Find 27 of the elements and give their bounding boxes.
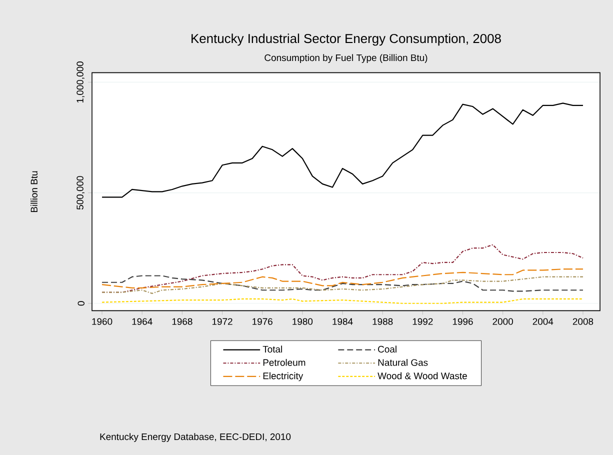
x-tick-label: 2004 <box>532 318 554 325</box>
x-tick-label: 1984 <box>332 318 353 325</box>
x-tick-label: 1976 <box>252 318 272 325</box>
x-tick-label: 2000 <box>492 318 513 325</box>
legend-label: Wood & Wood Waste <box>378 372 467 380</box>
legend-label: Total <box>262 346 282 353</box>
text: Kentucky Energy Database, EEC-DEDI, 2010 <box>100 433 291 442</box>
legend-label: Petroleum <box>263 358 306 366</box>
x-tick-label: 1980 <box>292 318 313 325</box>
y-tick-label: 0 <box>78 301 85 306</box>
y-axis-title: Billion Btu <box>30 171 38 212</box>
x-tick-label: 1988 <box>372 318 393 325</box>
x-tick-label: 1968 <box>172 318 192 325</box>
x-tick-label: 1960 <box>92 318 112 325</box>
x-tick-label: 2008 <box>572 318 594 325</box>
line-series <box>101 268 584 288</box>
y-tick-label: 500,000 <box>76 176 85 210</box>
x-tick-label: 1972 <box>212 318 232 325</box>
x-tick-label: 1996 <box>452 318 473 325</box>
y-tick-label: 1,000,000 <box>76 62 85 103</box>
chart-title: Kentucky Industrial Sector Energy Consumption, 2008 <box>192 34 501 46</box>
legend-label: Coal <box>378 346 396 353</box>
chart-subtitle: Consumption by Fuel Type (Billion Btu) <box>264 54 428 63</box>
x-tick-label: 1992 <box>412 318 433 325</box>
legend-label: Natural Gas <box>378 358 428 366</box>
legend-label: Electricity <box>263 372 304 382</box>
x-tick-label: 1964 <box>132 318 152 325</box>
